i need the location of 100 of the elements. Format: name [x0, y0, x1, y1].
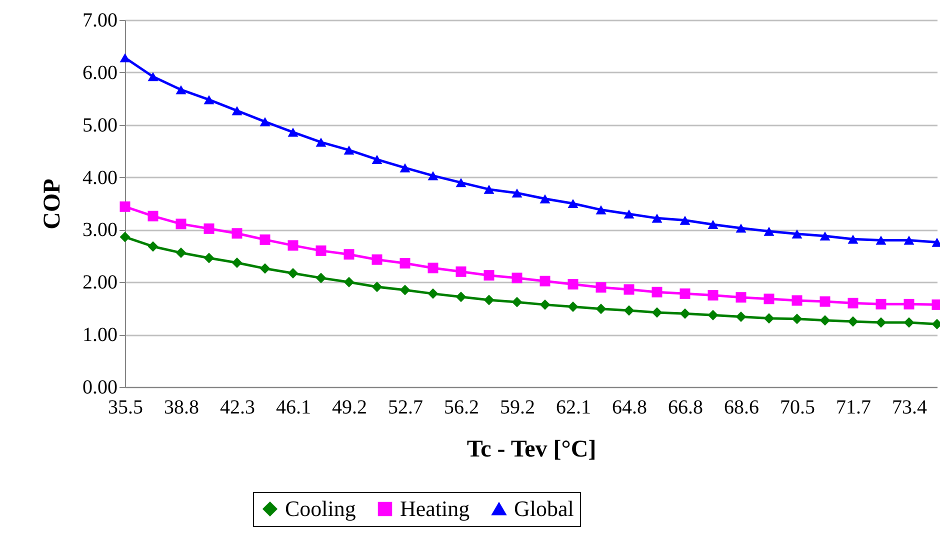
- legend-label: Heating: [400, 496, 470, 521]
- point: [904, 298, 914, 310]
- x-tick-label: 66.8: [668, 396, 703, 418]
- point: [820, 315, 830, 326]
- x-tick-label: 52.7: [388, 396, 423, 418]
- point: [652, 286, 662, 298]
- x-tick-label: 64.8: [612, 396, 647, 418]
- point: [512, 296, 522, 308]
- point: [148, 241, 158, 252]
- point: [456, 178, 466, 188]
- x-tick-label: 68.6: [724, 396, 759, 418]
- point: [456, 292, 466, 302]
- point: [764, 313, 774, 324]
- point: [792, 295, 802, 306]
- point: [764, 294, 774, 304]
- point: [400, 258, 410, 269]
- point: [540, 299, 550, 310]
- point: [484, 270, 494, 281]
- point: [764, 226, 774, 236]
- legend-label: Global: [514, 496, 574, 521]
- y-tick-label: 3.00: [82, 219, 118, 242]
- x-axis-title: Tc - Tev [°C]: [466, 436, 596, 462]
- y-tick-label: 2.00: [82, 272, 118, 294]
- y-tick-label: 6.00: [82, 62, 118, 84]
- point: [596, 282, 606, 293]
- point: [624, 284, 634, 295]
- x-tick-label: 73.4: [892, 396, 927, 418]
- point: [372, 154, 382, 164]
- x-tick-label: 62.1: [556, 396, 591, 418]
- point: [876, 236, 886, 245]
- point: [680, 308, 690, 319]
- point: [316, 245, 326, 256]
- y-tick-label: 7.00: [82, 10, 118, 32]
- point: [232, 258, 242, 268]
- point: [120, 232, 130, 242]
- point: [680, 216, 690, 225]
- legend-label: Cooling: [285, 496, 356, 521]
- y-tick-label: 1.00: [82, 324, 118, 346]
- point: [232, 228, 242, 239]
- point: [176, 85, 186, 94]
- x-tick-label: 35.5: [108, 396, 143, 418]
- point: [344, 249, 354, 260]
- point: [288, 128, 298, 137]
- point: [372, 282, 382, 292]
- y-tick-label: 4.00: [82, 166, 118, 189]
- point: [120, 53, 130, 62]
- point: [344, 145, 354, 155]
- point: [400, 284, 410, 296]
- point: [652, 307, 662, 318]
- point: [848, 316, 858, 327]
- point: [512, 188, 522, 198]
- point: [428, 171, 438, 180]
- y-tick-label: 0.00: [82, 376, 118, 398]
- point: [148, 72, 158, 82]
- point: [736, 312, 746, 322]
- point: [120, 201, 130, 212]
- point: [316, 138, 326, 147]
- x-tick-label: 38.8: [164, 396, 199, 418]
- point: [260, 263, 270, 274]
- x-tick-label: 42.3: [220, 396, 255, 418]
- point: [428, 262, 438, 274]
- x-tick-label: 59.2: [500, 396, 535, 418]
- x-tick-label: 56.2: [444, 396, 479, 418]
- point: [736, 292, 746, 303]
- point: [708, 290, 718, 300]
- y-axis-title: COP: [40, 178, 66, 230]
- point: [288, 268, 298, 278]
- point: [204, 252, 214, 264]
- point: [288, 240, 298, 251]
- point: [428, 288, 438, 299]
- point: [372, 254, 382, 265]
- point: [316, 272, 326, 284]
- point: [176, 248, 186, 258]
- point: [904, 317, 914, 328]
- point: [820, 296, 830, 307]
- point: [148, 210, 158, 222]
- point: [596, 304, 606, 314]
- point: [176, 218, 186, 230]
- point: [596, 205, 606, 214]
- point: [736, 224, 746, 233]
- point: [232, 106, 242, 116]
- point: [568, 278, 578, 290]
- point: [260, 117, 270, 126]
- point: [204, 95, 214, 104]
- point: [456, 266, 466, 277]
- point: [680, 288, 690, 299]
- x-tick-label: 71.7: [836, 396, 871, 418]
- point: [708, 220, 718, 230]
- point: [484, 184, 494, 194]
- point: [904, 236, 914, 245]
- point: [624, 209, 634, 219]
- point: [820, 231, 830, 241]
- point: [876, 298, 886, 310]
- point: [204, 223, 214, 234]
- point: [260, 234, 270, 245]
- point: [876, 317, 886, 328]
- x-tick-label: 46.1: [276, 396, 311, 418]
- x-tick-label: 70.5: [780, 396, 815, 418]
- point: [708, 310, 718, 320]
- point: [568, 198, 578, 208]
